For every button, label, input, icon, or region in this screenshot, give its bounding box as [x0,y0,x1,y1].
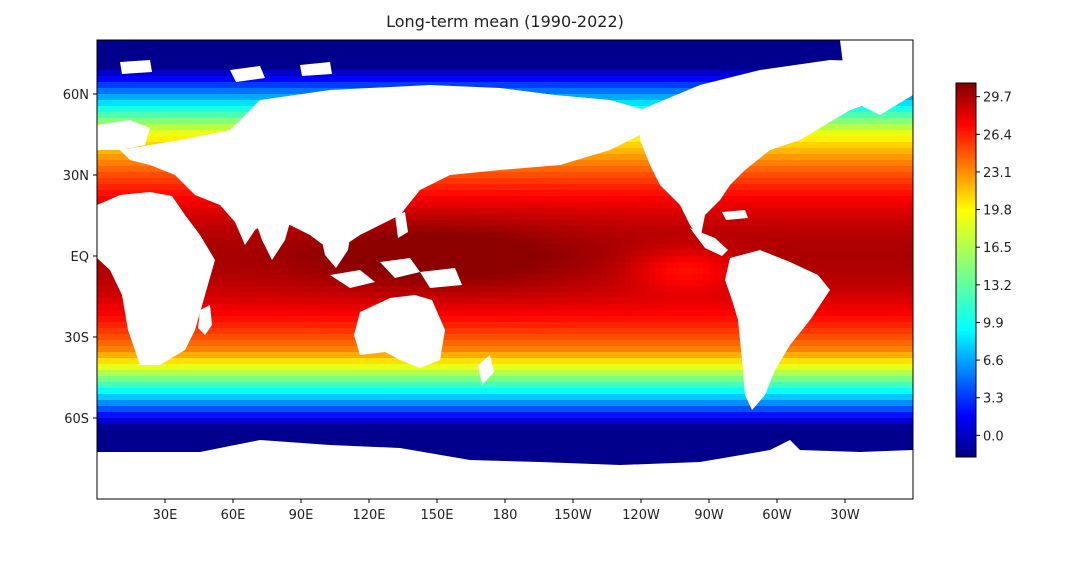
colorbar-tick-label: 29.7 [983,91,1012,106]
land-north-america [640,60,905,240]
chart-title: Long-term mean (1990-2022) [386,12,624,31]
colorbar-gradient [955,82,977,458]
colorbar-tick-label: 16.5 [983,241,1012,256]
land-greenland [840,40,913,115]
land-eurasia [120,85,645,250]
y-tick-label: 60S [64,412,89,427]
x-tick-label: 60W [762,508,792,523]
x-tick-label: 90W [694,508,724,523]
x-tick-label: 150W [554,508,592,523]
land-japan [394,160,418,196]
y-tick-label: 30S [64,331,89,346]
land-philippines [395,212,408,238]
x-tick-label: 150E [420,508,453,523]
land-arctic-islands [120,60,332,82]
colorbar-tick-label: 9.9 [983,316,1004,331]
land-central-america [690,228,728,256]
colorbar-tick-label: 13.2 [983,279,1012,294]
x-tick-label: 180 [493,508,518,523]
land-madagascar [198,305,212,335]
land-new-zealand [478,355,494,385]
colorbar-ticks: 0.0 3.3 6.6 9.9 13.2 16.5 19.8 23.1 26.4 29.7 [976,91,1012,444]
x-tick-label: 120W [622,508,660,523]
x-tick-label: 90E [289,508,314,523]
land-south-america [725,250,830,410]
plot-area: 30E 60E 90E 120E 150E 180 150W 120W 90W 60W 30W 60… [63,39,914,523]
land-antarctica [97,440,913,499]
x-tick-label: 120E [352,508,385,523]
x-tick-label: 30E [153,508,178,523]
land-europe [97,120,150,150]
land-australia [354,295,445,368]
x-tick-label: 30W [830,508,860,523]
colorbar-tick-label: 6.6 [983,354,1004,369]
x-tick-label: 60E [221,508,246,523]
colorbar-tick-label: 23.1 [983,166,1012,181]
y-tick-label: 60N [63,88,89,103]
colorbar-tick-label: 19.8 [983,204,1012,219]
colorbar-tick-label: 0.0 [983,429,1004,444]
y-axis: 60N 30N EQ 30S 60S [63,88,97,427]
colorbar: 0.0 3.3 6.6 9.9 13.2 16.5 19.8 23.1 26.4 29.7 [955,82,1012,458]
land-africa [97,192,215,365]
x-axis: 30E 60E 90E 120E 150E 180 150W 120W 90W 60W 30W [153,499,860,523]
land-indochina [318,205,352,268]
land-mask [97,40,913,499]
y-tick-label: EQ [71,250,89,265]
colorbar-tick-label: 26.4 [983,128,1012,143]
land-indonesia [330,258,462,288]
colorbar-tick-label: 3.3 [983,392,1004,407]
y-tick-label: 30N [63,169,89,184]
land-india [255,200,292,260]
land-caribbean [722,210,748,220]
